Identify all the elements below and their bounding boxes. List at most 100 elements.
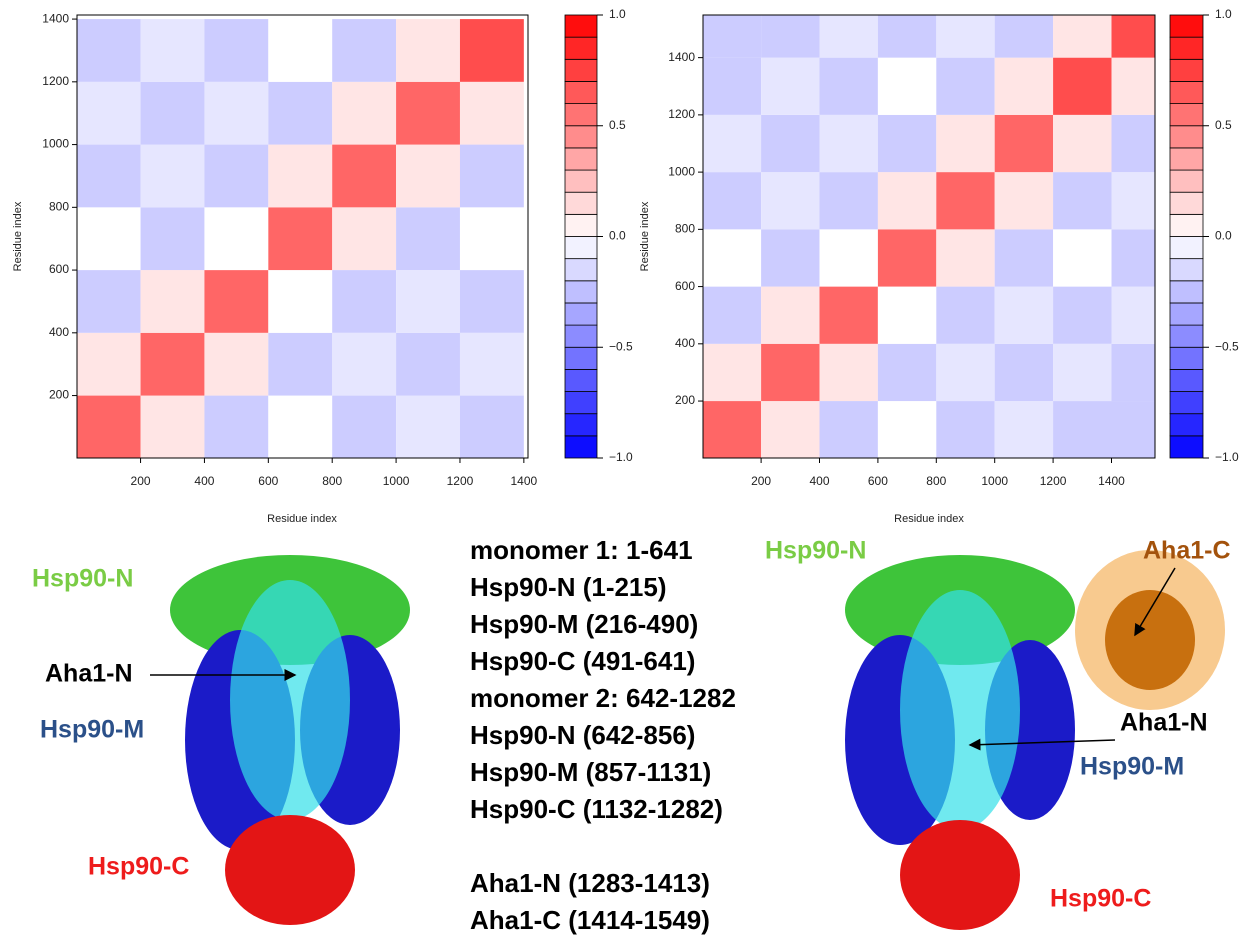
y-tick-label: 200 [675, 393, 695, 407]
heatmap-cell [1111, 57, 1155, 115]
heatmap-cell [703, 229, 762, 287]
heatmap-cell [140, 81, 205, 145]
heatmap-cell [1111, 343, 1155, 402]
heatmap-cell [268, 332, 333, 396]
structure-label: Aha1-N [1120, 709, 1208, 737]
heatmap-cell [204, 207, 269, 271]
heatmap-cell [994, 57, 1054, 115]
colorbar-segment [1169, 324, 1204, 348]
x-tick-label: 1000 [383, 474, 410, 488]
heatmap-cell [761, 286, 820, 344]
heatmap-cell [1053, 114, 1112, 173]
x-tick-label: 1200 [1040, 474, 1067, 488]
heatmap-cell [761, 15, 820, 58]
x-tick-label: 800 [322, 474, 342, 488]
colorbar-segment [564, 391, 598, 415]
plot-frame [702, 14, 1156, 459]
heatmap-cell [819, 286, 878, 344]
heatmap [77, 19, 524, 458]
colorbar-segment [564, 302, 598, 326]
y-tick-label: 600 [675, 279, 695, 293]
heatmap-cell [994, 114, 1054, 173]
heatmap-cell [140, 207, 205, 271]
heatmap-cell [396, 207, 460, 271]
heatmap-cell [936, 343, 995, 402]
colorbar-segment [1169, 169, 1204, 193]
heatmap-cell [459, 144, 524, 208]
x-tick-label: 800 [926, 474, 946, 488]
heatmap-cell [140, 270, 205, 333]
heatmap-cell [936, 172, 995, 230]
colorbar-tick-label: 0.0 [609, 229, 626, 243]
structure-right [845, 550, 1225, 930]
colorbar-segment [1169, 413, 1204, 437]
heatmap-cell [77, 19, 141, 82]
colorbar-segment [564, 435, 598, 459]
heatmap-cell [1111, 114, 1155, 173]
y-tick-label: 1400 [42, 11, 69, 25]
heatmap-cell [994, 401, 1054, 458]
heatmap-cell [459, 81, 524, 145]
y-tick-label: 800 [675, 222, 695, 236]
heatmap-cell [819, 172, 878, 230]
arrow [968, 738, 1116, 751]
heatmap-cell [936, 15, 995, 58]
colorbar-segment [564, 324, 598, 348]
colorbar-segment [564, 36, 598, 60]
heatmap-cell [140, 19, 205, 82]
list-line: Aha1-N (1283-1413) [470, 868, 710, 898]
heatmap-cell [459, 207, 524, 271]
heatmap-cell [332, 395, 397, 458]
colorbar-segment [564, 213, 598, 237]
heatmap-cell [994, 172, 1054, 230]
heatmap-cell [703, 114, 762, 173]
colorbar-segment [1169, 346, 1204, 370]
colorbar-segment [564, 191, 598, 215]
colorbar-tick-label: −0.5 [1215, 339, 1239, 353]
heatmap-cell [396, 19, 460, 82]
y-tick-label: 600 [49, 262, 69, 276]
colorbar-tick-label: 1.0 [1215, 7, 1232, 21]
heatmap [703, 15, 1155, 458]
heatmap-cell [459, 19, 524, 82]
structure-label: Aha1-N [45, 660, 133, 688]
y-tick-label: 800 [49, 199, 69, 213]
heatmap-cell [703, 172, 762, 230]
colorbar-segment [1169, 435, 1204, 459]
heatmap-cell [1053, 15, 1112, 58]
heatmap-cell [1053, 57, 1112, 115]
colorbar-segment [1169, 258, 1204, 282]
arrow [1134, 567, 1176, 637]
y-axis-title: Residue index [639, 201, 651, 271]
list-line: Hsp90-C (1132-1282) [470, 794, 723, 824]
heatmap-cell [761, 229, 820, 287]
heatmap-cell [761, 401, 820, 458]
heatmap-cell [332, 207, 397, 271]
colorbar-segment [1169, 36, 1204, 60]
heatmap-cell [994, 15, 1054, 58]
y-tick-label: 1200 [42, 74, 69, 88]
heatmap-cell [1111, 401, 1155, 458]
y-tick-label: 1000 [42, 137, 69, 151]
colorbar-tick-label: 0.5 [1215, 118, 1232, 132]
heatmap-cell [77, 332, 141, 396]
plot-frame [76, 14, 529, 459]
heatmap-cell [204, 332, 269, 396]
colorbar-segment [1169, 368, 1204, 392]
colorbar-segment [1169, 391, 1204, 415]
heatmap-cell [1111, 15, 1155, 58]
colorbar-segment [1169, 14, 1204, 38]
heatmap-cell [459, 395, 524, 458]
list-line: Hsp90-M (857-1131) [470, 757, 711, 787]
y-tick-label: 400 [49, 325, 69, 339]
colorbar-segment [1169, 280, 1204, 304]
heatmap-cell [936, 401, 995, 458]
heatmap-cell [268, 19, 333, 82]
heatmap-cell [703, 15, 762, 58]
list-line: Hsp90-N (1-215) [470, 572, 667, 602]
heatmap-cell [877, 286, 937, 344]
domain-list: monomer 1: 1-641 Hsp90-N (1-215) Hsp90-M… [470, 535, 736, 935]
list-line: Hsp90-M (216-490) [470, 609, 698, 639]
x-tick-label: 600 [868, 474, 888, 488]
heatmap-cell [204, 144, 269, 208]
